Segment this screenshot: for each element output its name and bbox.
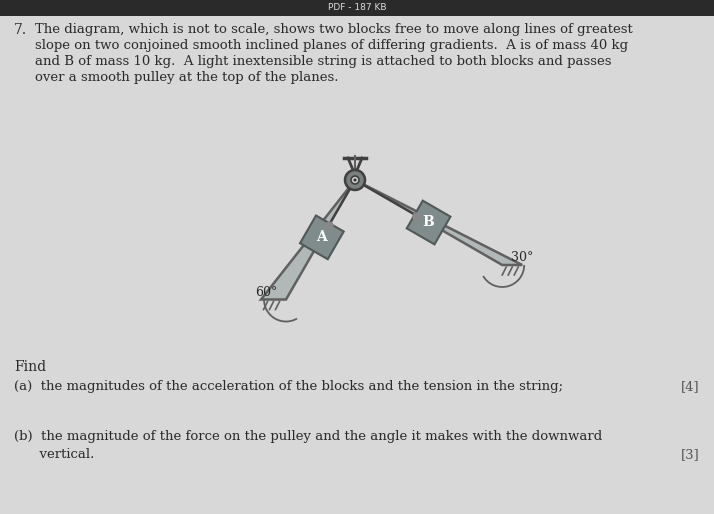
Text: and B of mass 10 kg.  A light inextensible string is attached to both blocks and: and B of mass 10 kg. A light inextensibl… <box>35 55 611 68</box>
Circle shape <box>345 170 365 190</box>
Text: 30°: 30° <box>511 251 533 264</box>
Text: over a smooth pulley at the top of the planes.: over a smooth pulley at the top of the p… <box>35 71 338 84</box>
Text: 7.: 7. <box>14 23 27 37</box>
Polygon shape <box>300 215 343 259</box>
Text: slope on two conjoined smooth inclined planes of differing gradients.  A is of m: slope on two conjoined smooth inclined p… <box>35 39 628 52</box>
Text: (b)  the magnitude of the force on the pulley and the angle it makes with the do: (b) the magnitude of the force on the pu… <box>14 430 602 443</box>
Polygon shape <box>407 200 451 244</box>
Text: Find: Find <box>14 360 46 374</box>
Text: 60°: 60° <box>255 285 277 299</box>
Text: PDF - 187 KB: PDF - 187 KB <box>328 4 386 12</box>
Polygon shape <box>261 180 355 300</box>
Circle shape <box>351 176 359 184</box>
Text: (a)  the magnitudes of the acceleration of the blocks and the tension in the str: (a) the magnitudes of the acceleration o… <box>14 380 563 393</box>
Text: A: A <box>316 230 327 244</box>
Bar <box>0 0 714 16</box>
Text: vertical.: vertical. <box>14 448 94 461</box>
Text: [4]: [4] <box>681 380 700 393</box>
Text: B: B <box>423 215 435 229</box>
Text: The diagram, which is not to scale, shows two blocks free to move along lines of: The diagram, which is not to scale, show… <box>35 23 633 36</box>
Polygon shape <box>355 180 522 265</box>
Circle shape <box>353 178 356 181</box>
Text: [3]: [3] <box>681 448 700 461</box>
